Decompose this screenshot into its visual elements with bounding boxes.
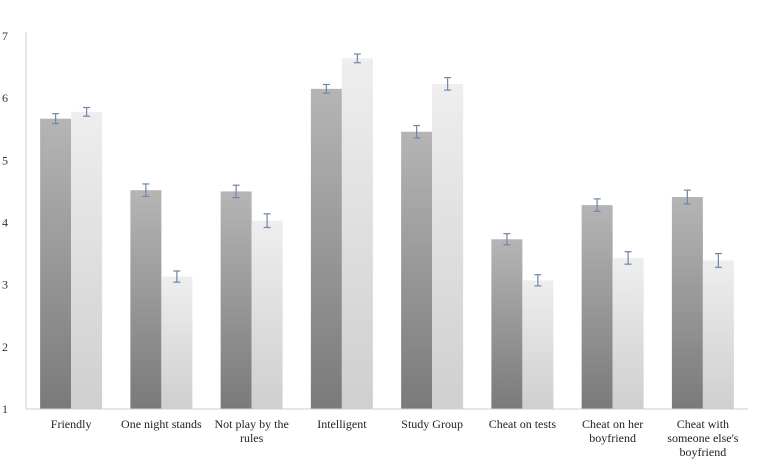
- axis-layer: [25, 32, 748, 410]
- bar-series1-cat7: [581, 205, 613, 409]
- error-bar-series2-cat5: [444, 77, 452, 91]
- bar-series2-cat4: [341, 58, 373, 409]
- bar-series2-cat1: [71, 111, 103, 409]
- y-tick-label: 2: [2, 340, 8, 354]
- error-bar-series1-cat6: [503, 233, 511, 246]
- x-category-label: Cheat with someone else's boyfriend: [667, 417, 738, 459]
- y-tick-label: 3: [2, 278, 8, 292]
- bars-layer: [40, 53, 734, 410]
- bar-series1-cat4: [310, 88, 342, 409]
- error-bar-series2-cat8: [714, 252, 722, 268]
- bar-series2-cat3: [251, 220, 283, 409]
- bar-series1-cat5: [401, 131, 433, 410]
- error-bar-series2-cat1: [83, 106, 91, 117]
- error-bar-series2-cat4: [353, 53, 361, 64]
- bar-series2-cat5: [432, 83, 464, 410]
- error-bar-series1-cat8: [683, 189, 691, 205]
- y-tick-label: 7: [2, 29, 8, 43]
- bar-series1-cat8: [671, 197, 703, 409]
- bar-series1-cat6: [491, 239, 523, 409]
- x-category-label: Friendly: [51, 417, 92, 431]
- error-bar-series2-cat2: [173, 270, 181, 283]
- x-category-label: One night stands: [121, 417, 202, 431]
- bar-series1-cat3: [220, 191, 252, 409]
- bar-series2-cat8: [702, 260, 734, 409]
- y-tick-label: 5: [2, 153, 8, 167]
- bar-series2-cat2: [161, 276, 193, 409]
- error-bar-series1-cat1: [52, 113, 60, 125]
- x-category-label: Cheat on tests: [489, 417, 557, 431]
- bar-series1-cat1: [40, 118, 72, 410]
- bar-series2-cat7: [612, 257, 644, 409]
- y-tick-label: 6: [2, 91, 8, 105]
- label-layer: 1 2 3 4 5 6 7 Friendly One night stands Not play …: [2, 29, 739, 459]
- error-bar-series1-cat7: [593, 198, 601, 212]
- error-bar-series1-cat3: [232, 184, 240, 199]
- x-category-label: Intelligent: [317, 417, 367, 431]
- y-tick-label: 4: [2, 216, 8, 230]
- error-bar-series2-cat6: [534, 274, 542, 287]
- x-category-label: Not play by the rules: [214, 417, 288, 445]
- x-category-label: Study Group: [401, 417, 463, 431]
- error-bar-series1-cat4: [322, 83, 330, 94]
- error-bar-series2-cat7: [624, 251, 632, 265]
- y-tick-label: 1: [2, 402, 8, 416]
- bar-series2-cat6: [522, 280, 554, 409]
- error-bar-series1-cat2: [142, 183, 150, 197]
- error-bar-series1-cat5: [413, 124, 421, 139]
- bar-series1-cat2: [130, 190, 162, 409]
- x-category-label: Cheat on her boyfriend: [582, 417, 643, 445]
- error-bar-series2-cat3: [263, 213, 271, 229]
